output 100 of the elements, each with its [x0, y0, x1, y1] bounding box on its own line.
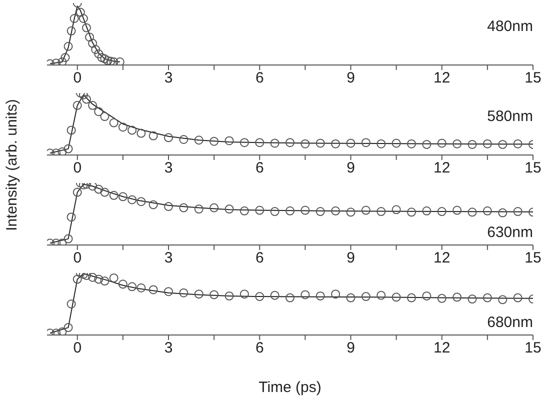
point — [392, 292, 401, 302]
point — [66, 126, 76, 135]
point — [346, 293, 356, 302]
point — [88, 100, 98, 110]
point — [286, 138, 294, 148]
point — [376, 139, 386, 148]
point — [76, 8, 85, 17]
point — [300, 139, 310, 148]
x-tick-label: 12 — [434, 70, 450, 87]
point — [78, 14, 88, 23]
point — [513, 139, 522, 148]
point — [109, 118, 118, 128]
point — [179, 135, 188, 144]
point — [513, 293, 522, 302]
x-tick-label: 9 — [346, 250, 355, 267]
x-tick-label: 3 — [164, 70, 173, 87]
point — [179, 203, 188, 212]
point — [118, 122, 128, 132]
point — [136, 128, 146, 138]
point — [106, 56, 116, 65]
point — [407, 139, 416, 148]
point — [72, 100, 82, 110]
point — [94, 274, 104, 284]
x-tick-label: 0 — [73, 250, 82, 267]
point — [392, 205, 401, 214]
point — [437, 138, 446, 148]
point — [148, 131, 158, 140]
point — [64, 144, 73, 154]
point — [331, 139, 340, 148]
x-tick-label: 6 — [255, 340, 264, 357]
x-tick-label: 6 — [255, 250, 264, 267]
point — [210, 290, 219, 300]
point — [194, 204, 204, 214]
point — [97, 53, 106, 62]
x-tick-label: 6 — [255, 160, 264, 177]
point — [240, 290, 249, 299]
annotation: 680nm — [487, 314, 533, 331]
point — [164, 202, 173, 212]
point — [66, 26, 76, 36]
point — [70, 14, 79, 23]
point — [164, 287, 173, 296]
x-tick-label: 12 — [434, 250, 450, 267]
point — [240, 206, 249, 216]
point — [224, 204, 234, 214]
point — [346, 208, 356, 217]
x-tick-label: 3 — [164, 250, 173, 267]
point — [118, 192, 128, 202]
annotation: 480nm — [487, 18, 533, 35]
point — [66, 300, 76, 308]
x-tick-label: 15 — [524, 160, 542, 177]
point — [286, 206, 294, 216]
point — [468, 140, 477, 149]
point — [270, 290, 280, 300]
point — [498, 295, 508, 304]
point — [100, 188, 110, 197]
x-tick-label: 15 — [524, 250, 542, 267]
point — [452, 292, 462, 302]
x-tick-label: 3 — [164, 160, 173, 177]
point — [148, 285, 158, 294]
point — [88, 38, 98, 48]
point — [210, 203, 219, 212]
point — [361, 206, 370, 215]
x-tick-label: 15 — [524, 70, 542, 87]
point — [100, 112, 110, 122]
point — [66, 212, 76, 222]
point — [437, 207, 446, 216]
point — [136, 197, 146, 206]
point — [255, 206, 264, 215]
point — [376, 290, 386, 300]
point — [109, 273, 118, 282]
point — [255, 138, 264, 148]
point — [482, 139, 492, 148]
point — [164, 133, 173, 142]
point — [407, 208, 416, 217]
point — [346, 138, 356, 148]
point — [58, 327, 67, 335]
point — [194, 290, 204, 299]
point — [498, 208, 508, 218]
point — [94, 107, 104, 116]
point — [331, 206, 340, 216]
annotation: 580nm — [487, 108, 533, 125]
point — [392, 138, 401, 148]
point — [255, 292, 264, 302]
point — [270, 207, 280, 216]
point — [194, 136, 204, 145]
point — [128, 126, 137, 135]
point — [452, 139, 462, 148]
point — [58, 57, 67, 65]
point — [376, 207, 386, 216]
x-tick-label: 9 — [346, 160, 355, 177]
point — [136, 283, 146, 292]
point — [94, 184, 104, 194]
point — [422, 140, 432, 149]
point — [437, 294, 446, 303]
point — [94, 49, 104, 58]
point — [100, 54, 110, 64]
point — [468, 294, 477, 304]
point — [82, 94, 91, 104]
point — [148, 200, 158, 210]
x-axis-title: Time (ps) — [258, 379, 322, 396]
